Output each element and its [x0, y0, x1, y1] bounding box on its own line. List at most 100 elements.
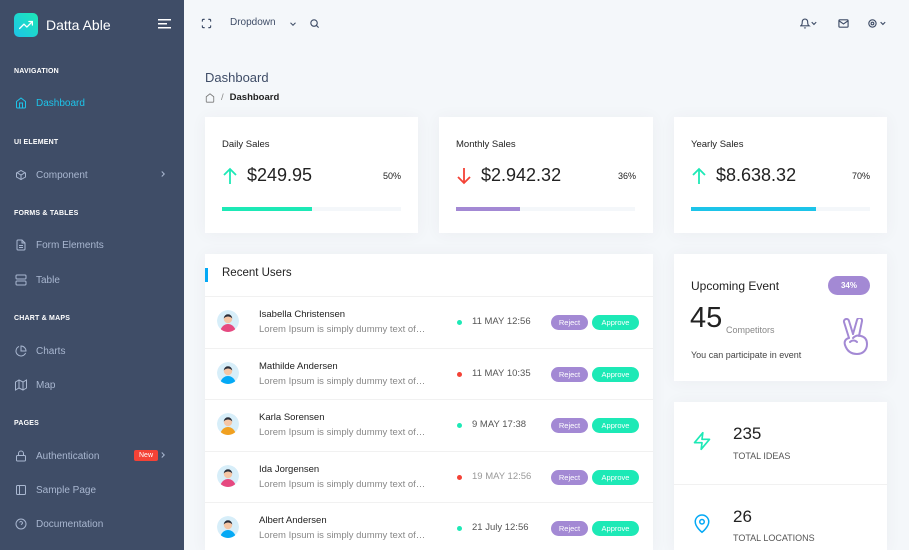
- avatar: [217, 516, 239, 538]
- user-name: Karla Sorensen: [259, 412, 325, 423]
- sidebar-item-component[interactable]: Component: [14, 165, 174, 185]
- sidebar-item-sample-page[interactable]: Sample Page: [14, 480, 174, 500]
- sidebar-item-map[interactable]: Map: [14, 375, 174, 395]
- avatar: [217, 361, 239, 384]
- event-count: 45: [690, 302, 723, 334]
- user-date: 21 July 12:56: [472, 522, 529, 533]
- sidebar-item-form-elements[interactable]: Form Elements: [14, 235, 174, 255]
- table-row: Karla Sorensen Lorem Ipsum is simply dumm…: [205, 399, 653, 450]
- user-description: Lorem Ipsum is simply dummy text of…: [259, 427, 426, 438]
- server-icon: [14, 273, 28, 287]
- dropdown-label: Dropdown: [230, 17, 276, 28]
- reject-button[interactable]: Reject: [551, 315, 588, 330]
- breadcrumb-current[interactable]: Dashboard: [229, 92, 280, 103]
- search-icon[interactable]: [309, 18, 320, 29]
- approve-button[interactable]: Approve: [592, 521, 639, 536]
- header-dropdown[interactable]: Dropdown: [230, 17, 276, 28]
- approve-button[interactable]: Approve: [592, 469, 639, 485]
- sidebar-item-dashboard[interactable]: Dashboard: [14, 93, 174, 113]
- nav-caption-chart-maps: CHART & MAPS: [14, 315, 71, 322]
- approve-button[interactable]: Approve: [592, 315, 639, 330]
- chevron-down-icon[interactable]: [288, 19, 298, 29]
- progress-bar: [456, 207, 635, 211]
- progress-fill: [691, 207, 817, 211]
- table-row: Ida Jorgensen Lorem Ipsum is simply dummy…: [205, 450, 653, 502]
- nav-caption-navigation: NAVIGATION: [14, 68, 59, 75]
- user-date: 11 MAY 12:56: [472, 316, 531, 327]
- status-dot: [457, 474, 462, 480]
- sidebar-item-label: Dashboard: [36, 97, 85, 109]
- user-description: Lorem Ipsum is simply dummy text of…: [259, 375, 426, 387]
- table-row: Mathilde Andersen Lorem Ipsum is simply d…: [205, 347, 653, 399]
- bell-icon[interactable]: [800, 18, 818, 29]
- arrow-up-icon: [692, 167, 706, 185]
- kpi-value: 235: [733, 424, 762, 443]
- table-row: Albert Andersen Lorem Ipsum is simply dum…: [205, 502, 653, 550]
- home-icon[interactable]: [205, 92, 215, 103]
- sidebar-item-documentation[interactable]: Documentation: [14, 514, 174, 534]
- event-title: Upcoming Event: [691, 279, 780, 293]
- sidebar: Datta Able NAVIGATION Dashboard UI ELEME…: [0, 0, 184, 550]
- new-badge: New: [134, 450, 159, 461]
- lock-icon: [14, 449, 28, 463]
- stat-label: Yearly Sales: [691, 139, 744, 150]
- stat-value: $8.638.32: [716, 165, 797, 185]
- user-description: Lorem Ipsum is simply dummy text of…: [259, 324, 426, 335]
- zap-icon: [692, 431, 712, 451]
- divider: [674, 484, 887, 485]
- event-subtitle: You can participate in event: [691, 350, 802, 360]
- stat-percent: 36%: [617, 171, 636, 181]
- user-name: Albert Andersen: [259, 515, 327, 526]
- user-description: Lorem Ipsum is simply dummy text of…: [259, 530, 426, 541]
- status-dot: [457, 423, 462, 428]
- pie-chart-icon: [14, 344, 28, 358]
- status-dot: [457, 526, 462, 531]
- kpi-label: TOTAL IDEAS: [733, 451, 791, 461]
- event-count-label: Competitors: [726, 325, 775, 335]
- progress-bar: [222, 207, 401, 211]
- breadcrumb-separator: /: [221, 92, 224, 103]
- approve-button[interactable]: Approve: [592, 366, 639, 382]
- user-name: Mathilde Andersen: [259, 360, 338, 372]
- map-icon: [14, 378, 28, 392]
- reject-button[interactable]: Reject: [551, 469, 588, 485]
- sidebar-item-label: Sample Page: [36, 484, 97, 496]
- brand[interactable]: Datta Able: [14, 13, 111, 37]
- stat-percent: 70%: [851, 171, 870, 181]
- sidebar-item-label: Map: [36, 379, 56, 391]
- sidebar-item-label: Documentation: [36, 518, 104, 530]
- help-circle-icon: [14, 517, 28, 531]
- upcoming-event-card: Upcoming Event 34% 45 Competitors You ca…: [674, 254, 887, 381]
- fullscreen-icon[interactable]: [201, 18, 212, 29]
- stat-value: $249.95: [247, 165, 313, 185]
- avatar: [217, 310, 239, 332]
- sidebar-item-label: Component: [36, 169, 88, 181]
- approve-button[interactable]: Approve: [592, 418, 639, 433]
- user-name: Ida Jorgensen: [259, 463, 320, 475]
- reject-button[interactable]: Reject: [551, 418, 588, 433]
- avatar: [217, 464, 239, 487]
- user-date: 19 MAY 12:56: [472, 470, 532, 482]
- page-title: Dashboard: [205, 70, 269, 85]
- breadcrumb: / Dashboard: [205, 92, 279, 103]
- menu-toggle-icon[interactable]: [158, 18, 172, 30]
- title-accent: [205, 268, 208, 282]
- kpi-value: 26: [733, 507, 752, 526]
- progress-fill: [456, 207, 521, 211]
- sidebar-item-table[interactable]: Table: [14, 270, 174, 290]
- kpi-label: TOTAL LOCATIONS: [733, 533, 815, 543]
- stat-card-yearly: Yearly Sales $8.638.32 70%: [674, 117, 887, 233]
- stat-percent: 50%: [382, 171, 401, 181]
- reject-button[interactable]: Reject: [551, 366, 588, 382]
- recent-users-title: Recent Users: [222, 267, 292, 279]
- sidebar-item-authentication[interactable]: Authentication New: [14, 446, 174, 466]
- avatar: [217, 413, 239, 435]
- file-text-icon: [14, 238, 28, 252]
- chevron-right-icon: [158, 169, 168, 179]
- user-date: 11 MAY 10:35: [472, 367, 531, 379]
- mail-icon[interactable]: [838, 18, 849, 29]
- reject-button[interactable]: Reject: [551, 521, 588, 536]
- sidebar-item-charts[interactable]: Charts: [14, 341, 174, 361]
- settings-icon[interactable]: [867, 18, 887, 29]
- user-description: Lorem Ipsum is simply dummy text of…: [259, 478, 426, 490]
